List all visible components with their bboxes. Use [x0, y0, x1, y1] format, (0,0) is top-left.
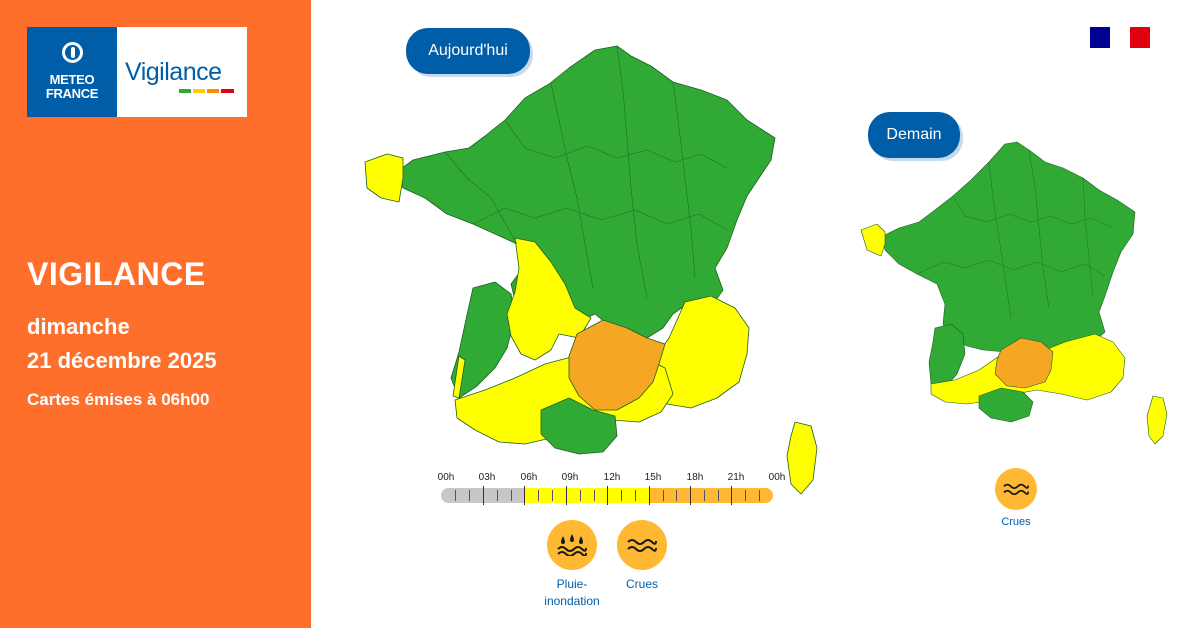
tomorrow-vigilance-map[interactable]	[855, 138, 1175, 448]
timeline-minor-tick	[676, 490, 677, 501]
today-green-zone-southwest	[450, 281, 516, 399]
page-title: VIGILANCE	[27, 256, 206, 292]
timeline-minor-tick	[469, 490, 470, 501]
timeline-tick-label: 09h	[561, 472, 579, 483]
timeline-segment-orange	[649, 488, 773, 503]
yellow-level-swatch	[193, 89, 205, 93]
timeline-tick	[690, 486, 691, 505]
meteo-france-emblem-icon	[62, 42, 83, 63]
timeline-minor-tick	[594, 490, 595, 501]
today-yellow-zone-center	[506, 237, 592, 361]
orange-level-swatch	[207, 89, 219, 93]
timeline-tick	[649, 486, 650, 505]
timeline-tick-label: 15h	[644, 472, 662, 483]
tomorrow-map-label[interactable]: Demain	[868, 112, 960, 158]
today-yellow-zone-landes	[452, 355, 466, 399]
timeline-bar	[441, 488, 773, 503]
timeline-tick	[524, 486, 525, 505]
timeline-tick	[483, 486, 484, 505]
flood-label: Crues	[625, 577, 658, 591]
flood-icon[interactable]	[995, 468, 1037, 510]
timeline-hour-labels: 00h 03h 06h 09h 12h 15h 18h 21h 00h	[425, 472, 795, 486]
timeline-minor-tick	[538, 490, 539, 501]
timeline-minor-tick	[745, 490, 746, 501]
flood-icon[interactable]	[617, 520, 667, 570]
timeline-tick	[731, 486, 732, 505]
logo-text-line2: FRANCE	[45, 86, 99, 101]
french-republic-flag-icon	[1090, 27, 1150, 48]
tomorrow-green-zone-pyrenees	[978, 387, 1034, 423]
timeline-minor-tick	[497, 490, 498, 501]
logo-text: METEO FRANCE	[27, 73, 117, 101]
timeline-minor-tick	[704, 490, 705, 501]
timeline-minor-tick	[663, 490, 664, 501]
timeline-minor-tick	[718, 490, 719, 501]
timeline-minor-tick	[759, 490, 760, 501]
tomorrow-flood-label: Crues	[1001, 516, 1031, 528]
rain-flood-icon[interactable]	[547, 520, 597, 570]
today-yellow-zone-corsica	[786, 421, 818, 495]
tomorrow-green-zone	[882, 141, 1136, 353]
timeline-tick-label: 12h	[603, 472, 621, 483]
rain-flood-label-line1: Pluie-	[556, 577, 588, 591]
red-level-swatch	[221, 89, 234, 93]
meteo-france-vigilance-logo[interactable]: METEO FRANCE Vigilance	[27, 27, 247, 117]
left-panel: METEO FRANCE Vigilance VIGILANCE dimanch…	[0, 0, 311, 628]
today-green-zone-pyrenees	[540, 397, 618, 455]
timeline-tick	[566, 486, 567, 505]
timeline-minor-tick	[580, 490, 581, 501]
today-orange-zone	[568, 319, 666, 411]
timeline-tick-label: 03h	[478, 472, 496, 483]
timeline-minor-tick	[552, 490, 553, 501]
today-vigilance-map[interactable]	[355, 38, 825, 498]
timeline-tick-label: 00h	[437, 472, 455, 483]
date: 21 décembre 2025	[27, 348, 217, 373]
today-green-zone	[396, 45, 776, 339]
rain-flood-label-line2: inondation	[544, 594, 600, 608]
timeline-segment-no-alert	[441, 488, 524, 503]
timeline-minor-tick	[511, 490, 512, 501]
rain-flood-label: Pluie- inondation	[532, 576, 612, 610]
meteo-france-logo: METEO FRANCE	[27, 27, 117, 117]
tomorrow-yellow-zone-corsica	[1146, 395, 1168, 445]
timeline-tick-label: 21h	[727, 472, 745, 483]
timeline-minor-tick	[621, 490, 622, 501]
timeline-minor-tick	[635, 490, 636, 501]
timeline-segment-yellow	[524, 488, 649, 503]
green-level-swatch	[179, 89, 191, 93]
timeline-tick	[607, 486, 608, 505]
tomorrow-yellow-zone-brittany	[860, 223, 886, 257]
today-map-label[interactable]: Aujourd'hui	[406, 28, 530, 74]
issued-time: Cartes émises à 06h00	[27, 390, 210, 409]
vigilance-wordmark: Vigilance	[125, 58, 222, 86]
logo-text-line1: METEO	[49, 72, 95, 87]
today-yellow-zone-brittany	[364, 153, 404, 203]
tomorrow-orange-zone	[994, 337, 1054, 389]
timeline-minor-tick	[455, 490, 456, 501]
weekday: dimanche	[27, 314, 130, 339]
timeline-tick-label: 00h	[768, 472, 786, 483]
timeline-tick-label: 18h	[686, 472, 704, 483]
timeline-tick-label: 06h	[520, 472, 538, 483]
